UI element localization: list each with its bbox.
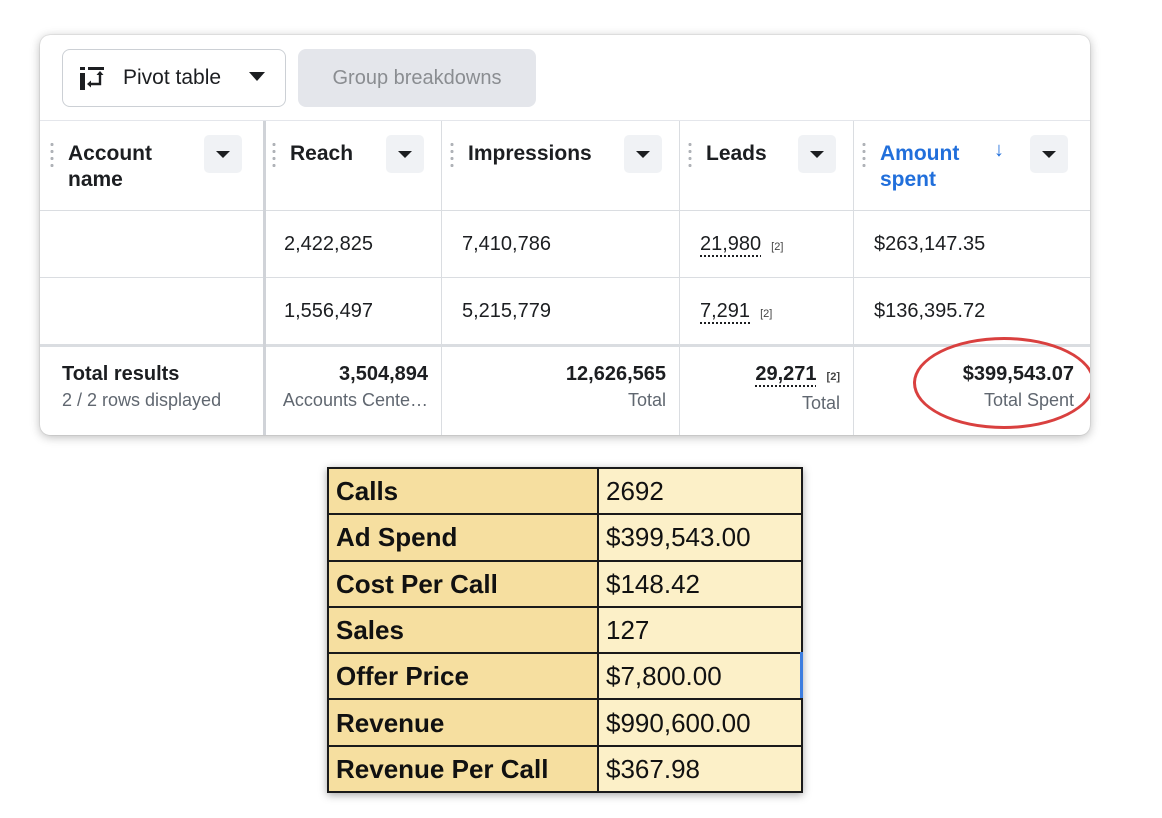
table-row: Sales 127	[327, 605, 803, 655]
leads-cell[interactable]: 21,980 [2]	[700, 211, 783, 278]
column-header-account-name[interactable]: Account name	[40, 121, 264, 211]
sheet-value-cell[interactable]: $990,600.00	[597, 698, 803, 747]
sheet-value-cell[interactable]: $399,543.00	[597, 513, 803, 562]
table-row: Revenue $990,600.00	[327, 698, 803, 747]
table-row: Offer Price $7,800.00	[327, 652, 803, 701]
leads-value[interactable]: 21,980	[700, 233, 762, 255]
drag-handle-icon[interactable]	[272, 141, 276, 171]
table-row: Calls 2692	[327, 466, 803, 516]
column-divider	[679, 121, 680, 435]
drag-handle-icon[interactable]	[450, 141, 454, 171]
column-header-label: Account name	[68, 142, 152, 191]
sheet-value-cell[interactable]: $7,800.00	[597, 652, 803, 701]
rows-displayed-text: 2 / 2 rows displayed	[62, 390, 222, 410]
drag-handle-icon[interactable]	[50, 141, 54, 171]
footnote-marker[interactable]: [2]	[826, 371, 840, 383]
drag-handle-icon[interactable]	[688, 141, 692, 171]
amount-spent-cell: $263,147.35	[874, 233, 986, 255]
table-row[interactable]: 2,422,825 7,410,786 21,980 [2] $263,147.3…	[40, 211, 1090, 278]
pivot-table-label: Pivot table	[123, 66, 222, 89]
table-header-row: Account name Reach Impressions Leads Amo…	[40, 121, 1090, 211]
ads-report-card: Pivot table Group breakdowns Account nam…	[40, 35, 1090, 435]
totals-label-cell: Total results 2 / 2 rows displayed	[62, 361, 221, 413]
total-impressions-cell: 12,626,565 Total	[450, 361, 666, 413]
total-leads-sub: Total	[801, 393, 840, 413]
column-menu-button[interactable]	[204, 135, 242, 173]
group-breakdowns-button[interactable]: Group breakdowns	[298, 49, 536, 107]
total-impressions-value: 12,626,565	[565, 363, 666, 385]
column-header-label: Reach	[290, 142, 354, 165]
sheet-value-cell[interactable]: $148.42	[597, 559, 803, 608]
column-header-label: Leads	[706, 142, 767, 165]
sheet-label-cell[interactable]: Offer Price	[327, 652, 599, 701]
column-menu-button[interactable]	[386, 135, 424, 173]
sheet-value-cell[interactable]: 127	[597, 605, 803, 655]
sheet-label-cell[interactable]: Sales	[327, 605, 599, 655]
sheet-label-cell[interactable]: Calls	[327, 466, 599, 516]
total-leads-value[interactable]: 29,271	[755, 363, 817, 385]
impressions-cell: 7,410,786	[462, 233, 551, 255]
column-header-label: Amount spent	[880, 142, 960, 191]
sheet-label-cell[interactable]: Cost Per Call	[327, 559, 599, 608]
table-row: Revenue Per Call $367.98	[327, 744, 803, 794]
column-divider	[853, 121, 854, 435]
total-impressions-sub: Total	[627, 390, 666, 410]
total-reach-cell: 3,504,894 Accounts Cente…	[272, 361, 428, 413]
roi-spreadsheet-table: Calls 2692 Ad Spend $399,543.00 Cost Per…	[327, 466, 803, 794]
table-row[interactable]: 1,556,497 5,215,779 7,291 [2] $136,395.72	[40, 278, 1090, 345]
reach-cell: 1,556,497	[284, 300, 373, 322]
reach-cell: 2,422,825	[284, 233, 373, 255]
column-menu-button[interactable]	[624, 135, 662, 173]
sheet-label-cell[interactable]: Revenue	[327, 698, 599, 747]
cell-selection-cursor	[800, 652, 803, 698]
total-leads-cell: 29,271 [2] Total	[688, 361, 840, 416]
highlight-circle-annotation	[913, 337, 1090, 429]
column-header-reach[interactable]: Reach	[264, 121, 442, 211]
sheet-label-cell[interactable]: Revenue Per Call	[327, 744, 599, 794]
total-results-label: Total results	[62, 363, 180, 385]
column-divider	[263, 121, 266, 435]
leads-cell[interactable]: 7,291 [2]	[700, 278, 772, 345]
column-header-leads[interactable]: Leads	[680, 121, 854, 211]
report-toolbar: Pivot table Group breakdowns	[40, 35, 1090, 121]
column-header-label: Impressions	[468, 142, 592, 165]
total-reach-sub: Accounts Cente…	[282, 390, 428, 410]
pivot-table-icon	[80, 67, 104, 90]
total-reach-value: 3,504,894	[339, 363, 428, 385]
pivot-table-dropdown[interactable]: Pivot table	[62, 49, 286, 107]
column-menu-button[interactable]	[798, 135, 836, 173]
column-header-impressions[interactable]: Impressions	[442, 121, 680, 211]
chevron-down-icon	[249, 72, 265, 81]
column-divider	[441, 121, 442, 435]
column-menu-button[interactable]	[1030, 135, 1068, 173]
footnote-marker[interactable]: [2]	[771, 241, 784, 253]
amount-spent-cell: $136,395.72	[874, 300, 986, 322]
sheet-value-cell[interactable]: 2692	[597, 466, 803, 516]
leads-value[interactable]: 7,291	[700, 300, 751, 322]
column-header-amount-spent[interactable]: Amount spent ↓	[854, 121, 1090, 211]
drag-handle-icon[interactable]	[862, 141, 866, 171]
footnote-marker[interactable]: [2]	[760, 308, 773, 320]
sheet-label-cell[interactable]: Ad Spend	[327, 513, 599, 562]
table-row: Ad Spend $399,543.00	[327, 513, 803, 562]
sheet-value-cell[interactable]: $367.98	[597, 744, 803, 794]
impressions-cell: 5,215,779	[462, 300, 551, 322]
sort-descending-icon[interactable]: ↓	[994, 139, 1004, 161]
table-row: Cost Per Call $148.42	[327, 559, 803, 608]
